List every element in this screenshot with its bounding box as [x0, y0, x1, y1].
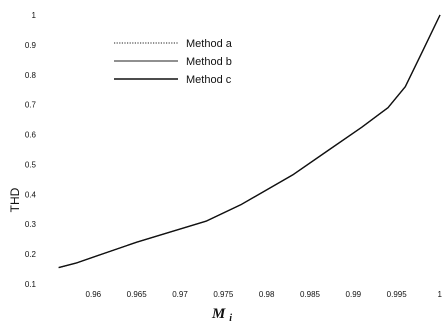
x-tick-label: 0.995 — [387, 290, 408, 299]
y-tick-label: 0.5 — [25, 160, 37, 169]
x-axis-label-main: M — [211, 306, 226, 322]
y-tick-label: 0.6 — [25, 131, 37, 140]
legend: Method a Method b Method c — [114, 38, 233, 86]
x-tick-label: 1 — [438, 290, 442, 299]
y-axis-ticks: 0.1 0.2 0.3 0.4 0.5 0.6 0.7 0.8 0.9 1 — [25, 11, 37, 289]
x-tick-label: 0.965 — [127, 290, 148, 299]
y-tick-label: 0.7 — [25, 101, 37, 110]
y-tick-label: 0.8 — [25, 71, 37, 80]
x-tick-label: 0.985 — [300, 290, 321, 299]
series-line-method-b — [58, 14, 441, 269]
x-tick-label: 0.975 — [213, 290, 234, 299]
series-lines — [58, 14, 441, 269]
y-tick-label: 0.2 — [25, 250, 37, 259]
y-tick-label: 0.9 — [25, 41, 37, 50]
series-line-method-c — [58, 14, 441, 269]
legend-label-method-c: Method c — [186, 74, 232, 86]
x-axis-ticks: 0.96 0.965 0.97 0.975 0.98 0.985 0.99 0.995 1 — [86, 290, 442, 299]
y-tick-label: 0.3 — [25, 220, 37, 229]
legend-label-method-b: Method b — [186, 56, 232, 68]
y-tick-label: 0.1 — [25, 280, 37, 289]
legend-label-method-a: Method a — [186, 38, 233, 50]
x-tick-label: 0.97 — [172, 290, 188, 299]
x-tick-label: 0.99 — [346, 290, 362, 299]
x-tick-label: 0.98 — [259, 290, 275, 299]
x-tick-label: 0.96 — [86, 290, 102, 299]
y-tick-label: 1 — [32, 11, 37, 20]
y-tick-label: 0.4 — [25, 190, 37, 199]
y-axis-label: THD — [8, 187, 22, 212]
series-line-method-a — [58, 14, 441, 269]
x-axis-label-subscript: i — [229, 313, 232, 323]
